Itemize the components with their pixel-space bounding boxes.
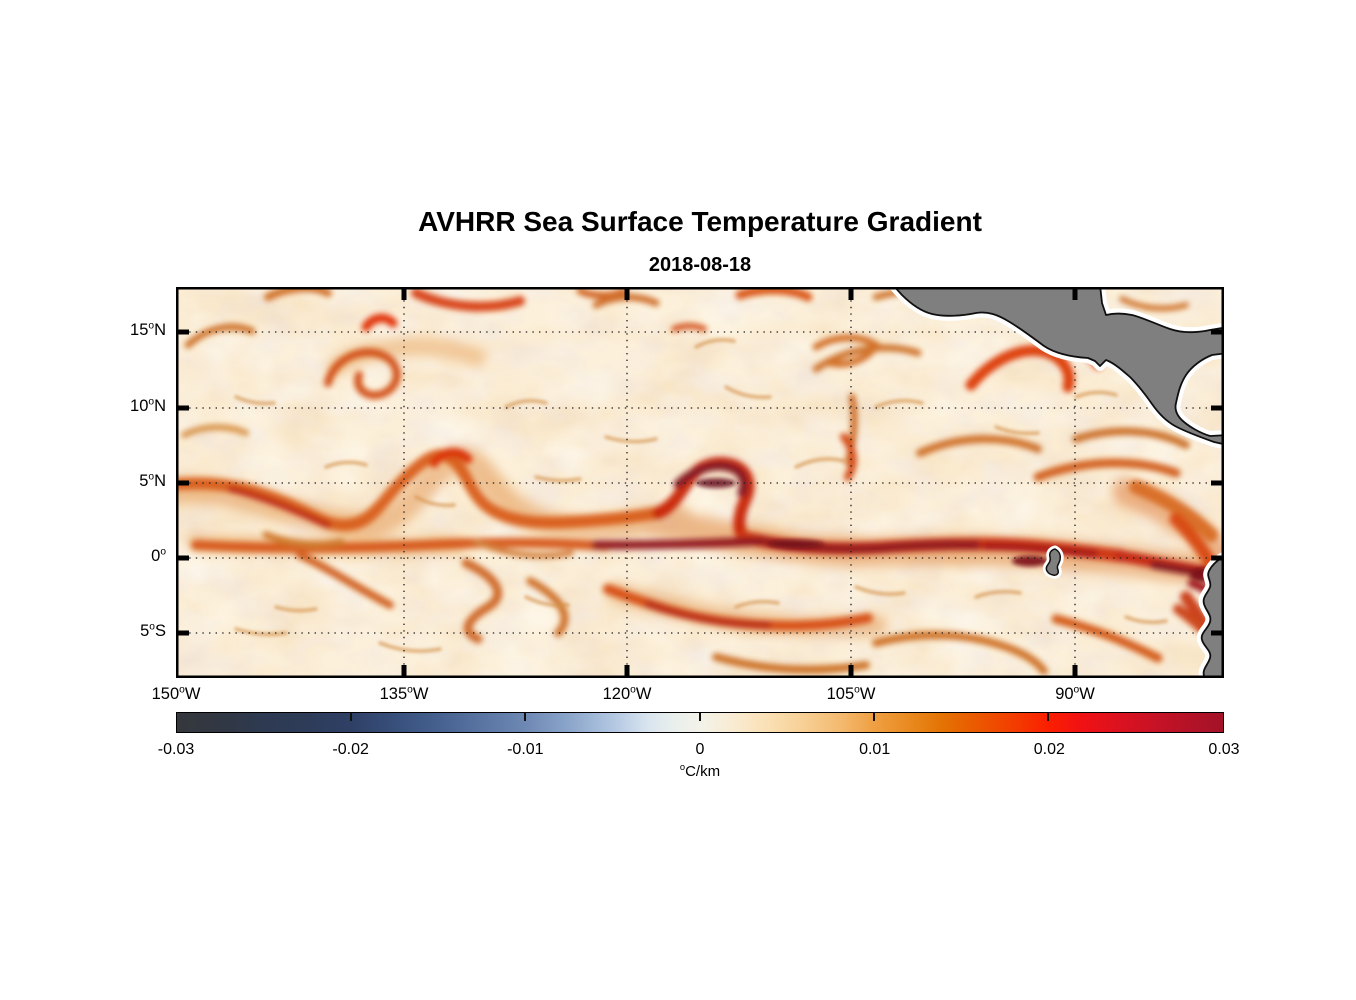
map-plot-area bbox=[176, 287, 1224, 678]
land-central-america bbox=[888, 287, 1224, 450]
colorbar-tick-label: -0.01 bbox=[507, 741, 544, 758]
colorbar-tick-mark bbox=[1046, 713, 1049, 721]
lat-tick-label: 10oN bbox=[130, 396, 166, 415]
colorbar-tick-label: 0.03 bbox=[1208, 741, 1240, 758]
colorbar-tick-mark bbox=[350, 713, 353, 721]
lat-tick-label: 15oN bbox=[130, 320, 166, 339]
colorbar-tick-label: 0 bbox=[695, 741, 705, 758]
colorbar-tick-label: -0.02 bbox=[332, 741, 369, 758]
chart-title: AVHRR Sea Surface Temperature Gradient bbox=[418, 206, 982, 237]
lat-tick-label: 0o bbox=[151, 546, 166, 565]
sst-gradient-map bbox=[176, 287, 1224, 678]
colorbar-tick-mark bbox=[698, 713, 701, 721]
colorbar bbox=[176, 712, 1224, 733]
degree-symbol: o bbox=[679, 762, 686, 772]
colorbar-gradient bbox=[177, 713, 1223, 732]
lon-tick-label: 135oW bbox=[379, 684, 429, 703]
plot-border bbox=[176, 287, 1224, 678]
colorbar-unit-label: oC/km bbox=[176, 762, 1224, 780]
chart-subtitle: 2018-08-18 bbox=[648, 254, 752, 276]
colorbar-tick-label: -0.03 bbox=[157, 741, 195, 758]
lat-tick-label: 5oN bbox=[139, 471, 166, 490]
lon-tick-label: 120oW bbox=[602, 684, 652, 703]
land-south-america bbox=[1196, 551, 1224, 678]
lat-tick-label: 5oS bbox=[140, 621, 166, 640]
land-galapagos-islands bbox=[1042, 545, 1064, 579]
colorbar-tick-mark bbox=[872, 713, 875, 721]
colorbar-tick-mark bbox=[524, 713, 527, 721]
colorbar-tick-label: 0.02 bbox=[1033, 741, 1065, 758]
unit-text: C/km bbox=[685, 763, 721, 780]
lon-tick-label: 90oW bbox=[1055, 684, 1095, 703]
lon-tick-label: 105oW bbox=[826, 684, 876, 703]
colorbar-tick-label: 0.01 bbox=[859, 741, 891, 758]
lon-tick-label: 150oW bbox=[151, 684, 201, 703]
